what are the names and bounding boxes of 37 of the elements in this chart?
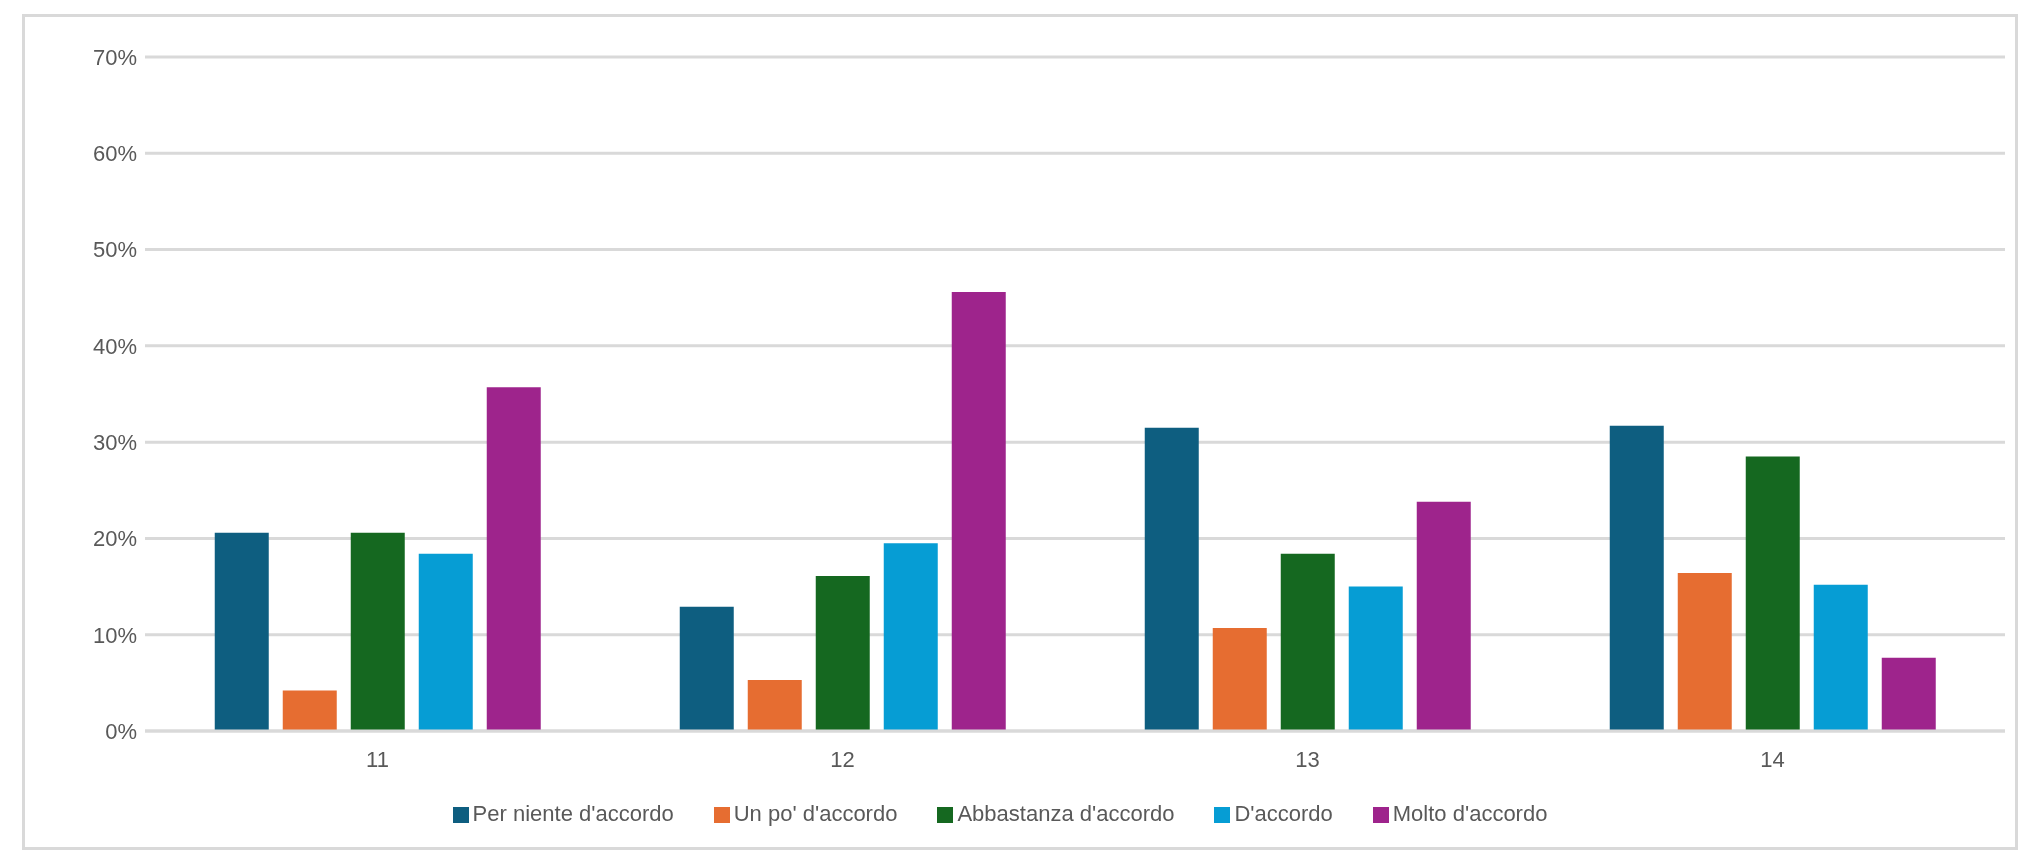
bar [1212, 627, 1267, 731]
bar [214, 532, 269, 731]
bar [679, 606, 734, 731]
bar [1813, 584, 1868, 731]
bar [350, 532, 405, 731]
bar [1348, 586, 1403, 731]
bar [747, 679, 802, 731]
bar [1677, 573, 1732, 731]
bar [1745, 456, 1800, 731]
bar [418, 553, 473, 731]
bar [1144, 427, 1199, 731]
legend-label: Un po' d'accordo [733, 801, 898, 826]
y-tick-label: 0% [105, 718, 137, 744]
legend-label: D'accordo [1234, 801, 1333, 826]
x-tick-label: 11 [366, 746, 389, 772]
y-tick-label: 40% [92, 333, 137, 359]
legend-label: Abbastanza d'accordo [957, 801, 1175, 826]
bar [815, 575, 870, 731]
bar [1609, 425, 1664, 731]
y-tick-label: 20% [92, 526, 137, 552]
y-tick-label: 70% [92, 44, 137, 70]
y-tick-label: 10% [92, 622, 137, 648]
x-tick-label: 13 [1295, 746, 1320, 772]
legend-label: Per niente d'accordo [472, 801, 674, 826]
bar [1881, 657, 1936, 731]
legend-label: Molto d'accordo [1392, 801, 1548, 826]
y-tick-label: 60% [92, 141, 137, 167]
bar [282, 690, 337, 731]
y-tick-label: 30% [92, 429, 137, 455]
x-tick-label: 14 [1760, 746, 1785, 772]
bar [1416, 501, 1471, 731]
x-tick-label: 12 [830, 746, 855, 772]
bar [1280, 553, 1335, 731]
bar [486, 387, 541, 731]
bar [951, 291, 1006, 731]
bar [883, 543, 938, 731]
y-tick-label: 50% [92, 237, 137, 263]
